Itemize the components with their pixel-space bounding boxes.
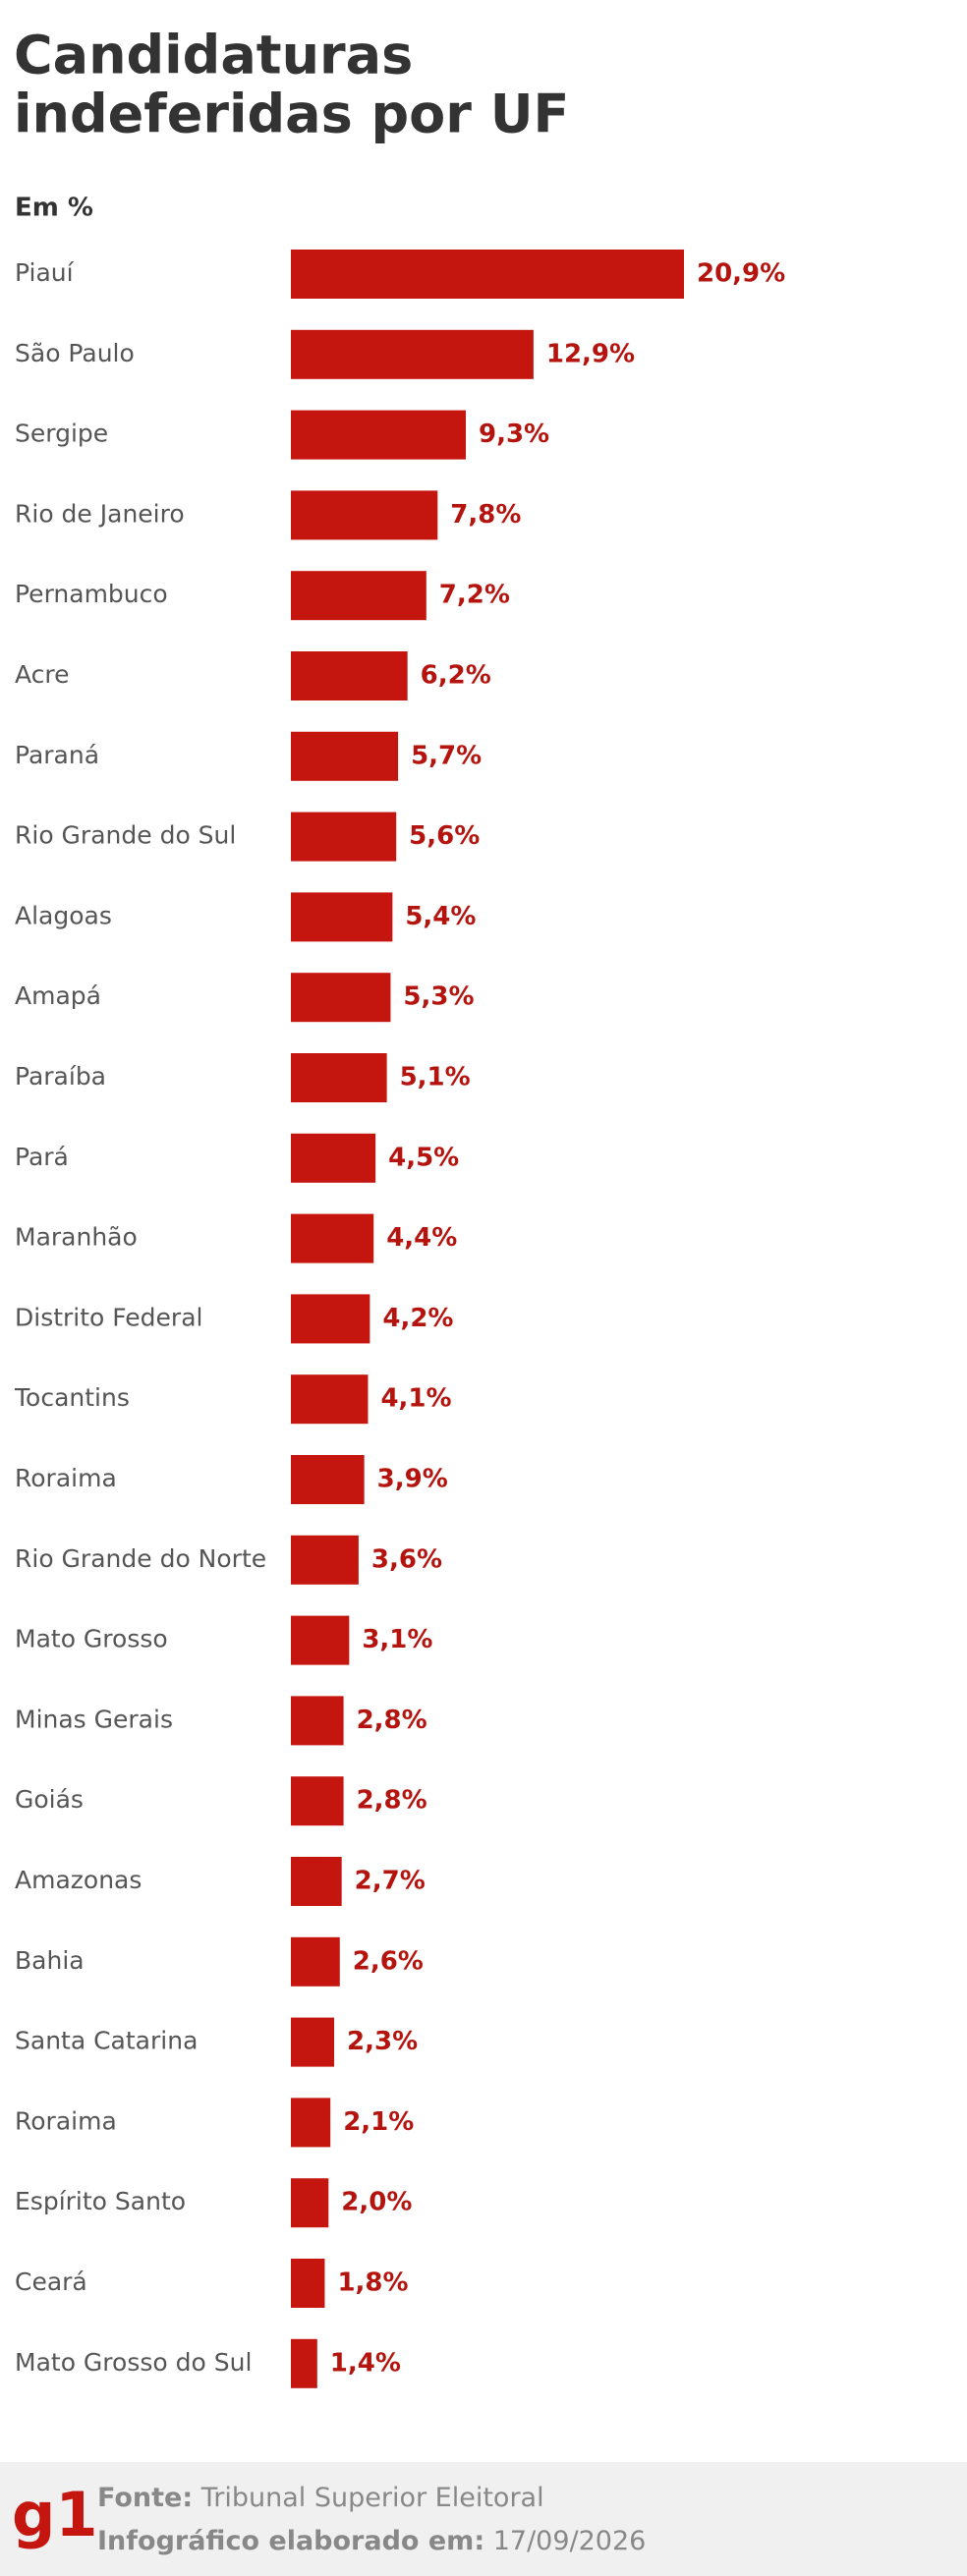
- category-label: Roraima: [15, 1464, 117, 1492]
- category-label: Rio de Janeiro: [15, 499, 185, 528]
- bar: [291, 2259, 325, 2308]
- value-label: 4,5%: [388, 1143, 459, 1172]
- bar: [291, 410, 466, 460]
- title-line: Candidaturas: [14, 25, 413, 86]
- category-label: Mato Grosso: [15, 1625, 168, 1653]
- category-label: Roraima: [15, 2106, 117, 2135]
- bar: [291, 1133, 376, 1183]
- category-label: Pará: [15, 1143, 69, 1171]
- category-label: Rio Grande do Sul: [15, 821, 236, 850]
- value-label: 20,9%: [697, 259, 785, 289]
- bar: [291, 1615, 350, 1665]
- bar: [291, 812, 397, 862]
- bar: [291, 1936, 340, 1987]
- category-label: Pernambuco: [15, 580, 168, 608]
- value-label: 5,6%: [409, 821, 480, 851]
- category-label: Mato Grosso do Sul: [15, 2348, 252, 2377]
- bar: [291, 1776, 344, 1826]
- category-label: Tocantins: [14, 1383, 130, 1412]
- category-label: Amapá: [15, 981, 101, 1010]
- bar: [291, 2338, 317, 2388]
- category-label: Paraíba: [15, 1062, 106, 1091]
- bar: [291, 250, 684, 299]
- bar: [291, 1294, 370, 1344]
- value-label: 4,4%: [386, 1223, 457, 1253]
- bar: [291, 2178, 329, 2228]
- subtitle: Em %: [15, 194, 93, 223]
- value-label: 2,8%: [357, 1706, 427, 1735]
- category-label: Espírito Santo: [15, 2187, 186, 2215]
- value-label: 7,8%: [450, 500, 521, 530]
- bar: [291, 329, 534, 379]
- category-label: Maranhão: [15, 1223, 138, 1252]
- category-label: Rio Grande do Norte: [15, 1544, 266, 1573]
- logo: g1: [12, 2479, 98, 2550]
- bar: [291, 973, 391, 1023]
- value-label: 12,9%: [546, 339, 635, 368]
- value-label: 3,6%: [371, 1544, 442, 1574]
- category-label: Piauí: [15, 258, 75, 287]
- bar: [291, 1535, 359, 1585]
- value-label: 9,3%: [479, 420, 549, 449]
- bar: [291, 1374, 369, 1425]
- value-label: 2,7%: [355, 1867, 426, 1896]
- source-label: Fonte:: [97, 2483, 193, 2513]
- value-label: 2,0%: [341, 2188, 412, 2217]
- category-label: São Paulo: [15, 339, 135, 367]
- value-label: 4,2%: [382, 1304, 453, 1333]
- value-label: 5,4%: [405, 902, 476, 931]
- bar: [291, 651, 408, 700]
- category-label: Distrito Federal: [15, 1303, 202, 1331]
- category-label: Goiás: [15, 1785, 84, 1814]
- bar: [291, 1696, 344, 1746]
- value-label: 1,4%: [330, 2348, 401, 2378]
- bar: [291, 2098, 331, 2148]
- category-label: Alagoas: [15, 901, 112, 929]
- bar: [291, 731, 399, 781]
- category-label: Santa Catarina: [15, 2027, 198, 2055]
- date-text: 17/09/2026: [493, 2526, 647, 2556]
- category-label: Paraná: [15, 741, 99, 769]
- value-label: 5,3%: [403, 982, 474, 1012]
- source-text: Tribunal Superior Eleitoral: [200, 2483, 544, 2513]
- category-label: Bahia: [15, 1946, 85, 1975]
- source: Fonte: Tribunal Superior Eleitoral: [97, 2483, 544, 2513]
- bar: [291, 1857, 342, 1906]
- value-label: 1,8%: [337, 2268, 408, 2298]
- date: Infográfico elaborado em: 17/09/2026: [97, 2526, 646, 2556]
- category-label: Amazonas: [15, 1866, 142, 1894]
- bar: [291, 1213, 374, 1263]
- date-label: Infográfico elaborado em:: [97, 2526, 484, 2556]
- value-label: 6,2%: [421, 661, 491, 691]
- value-label: 3,9%: [377, 1465, 448, 1494]
- value-label: 2,3%: [347, 2027, 418, 2056]
- value-label: 2,6%: [353, 1946, 424, 1976]
- bar: [291, 892, 393, 942]
- bar: [291, 2017, 335, 2067]
- value-label: 2,1%: [343, 2107, 414, 2137]
- value-label: 3,1%: [362, 1625, 432, 1654]
- value-label: 5,7%: [411, 741, 482, 770]
- bar: [291, 490, 438, 540]
- value-label: 4,1%: [380, 1384, 451, 1414]
- category-label: Minas Gerais: [15, 1705, 173, 1733]
- bar: [291, 1053, 387, 1102]
- category-label: Acre: [15, 660, 70, 689]
- value-label: 5,1%: [400, 1063, 471, 1092]
- bar: [291, 1455, 365, 1504]
- value-label: 2,8%: [357, 1786, 427, 1816]
- category-label: Ceará: [15, 2268, 87, 2296]
- category-label: Sergipe: [15, 420, 108, 448]
- title-line: indeferidas por UF: [14, 84, 569, 145]
- bar: [291, 571, 427, 621]
- value-label: 7,2%: [439, 581, 510, 610]
- footer-band: [0, 2462, 967, 2576]
